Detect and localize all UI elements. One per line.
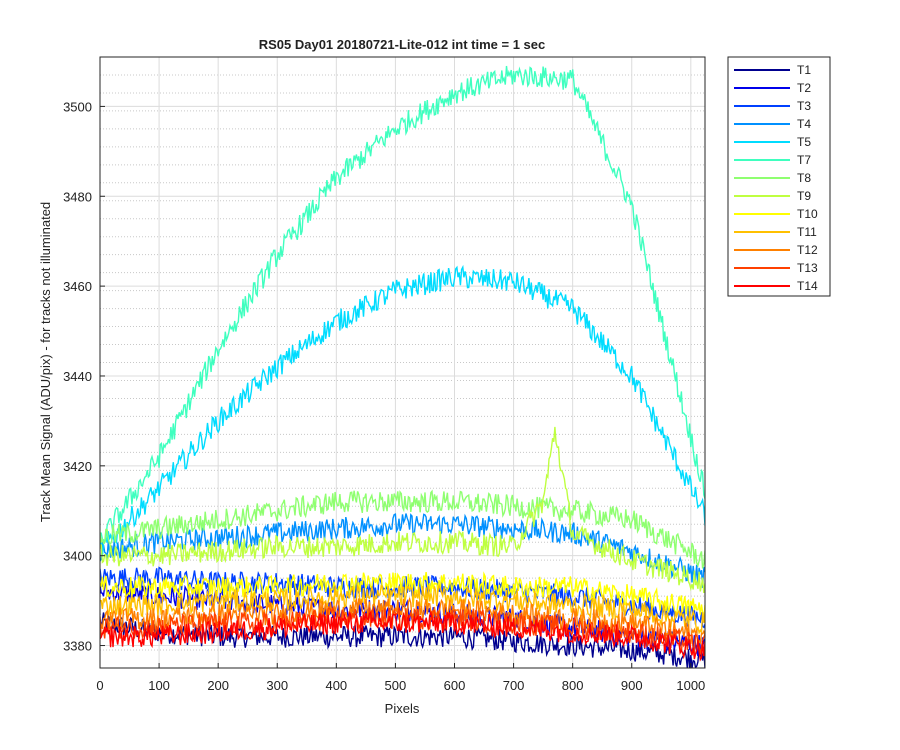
series-line-t10 xyxy=(100,571,705,620)
legend-label-t10: T10 xyxy=(797,207,818,221)
y-tick-label: 3460 xyxy=(63,279,92,294)
legend: T1 T2 T3 T4 T5 T7 T8 T9 T10 T11 T12 T13 T14 xyxy=(727,56,831,297)
series-line-t8 xyxy=(100,489,705,569)
x-tick-label: 900 xyxy=(621,678,643,693)
series-layer xyxy=(100,65,705,668)
x-tick-label: 200 xyxy=(207,678,229,693)
chart-title: RS05 Day01 20180721-Lite-012 int time = … xyxy=(259,37,546,52)
legend-label-t9: T9 xyxy=(797,189,811,203)
series-line-t12 xyxy=(100,596,705,647)
x-tick-label: 300 xyxy=(266,678,288,693)
y-tick-label: 3500 xyxy=(63,99,92,114)
x-tick-label: 600 xyxy=(444,678,466,693)
series-line-t11 xyxy=(100,583,705,635)
series-line-t9 xyxy=(100,426,705,593)
legend-label-t14: T14 xyxy=(797,279,818,293)
plot-area-frame xyxy=(99,56,706,669)
series-line-t4 xyxy=(100,513,705,588)
x-axis-label: Pixels xyxy=(385,701,420,716)
x-tick-label: 700 xyxy=(503,678,525,693)
legend-label-t2: T2 xyxy=(797,81,811,95)
series-line-t7 xyxy=(100,65,705,545)
legend-label-t3: T3 xyxy=(797,99,811,113)
x-tick-label: 400 xyxy=(325,678,347,693)
x-tick-label: 1000 xyxy=(676,678,705,693)
legend-label-t12: T12 xyxy=(797,243,818,257)
series-line-t5 xyxy=(100,264,705,557)
y-tick-label: 3440 xyxy=(63,369,92,384)
legend-label-t4: T4 xyxy=(797,117,811,131)
y-tick-label: 3380 xyxy=(63,639,92,654)
y-axis-ticks: 3380 3400 3420 3440 3460 3480 3500 xyxy=(63,99,105,654)
legend-label-t13: T13 xyxy=(797,261,818,275)
legend-label-t5: T5 xyxy=(797,135,811,149)
x-tick-label: 800 xyxy=(562,678,584,693)
legend-label-t1: T1 xyxy=(797,63,811,77)
legend-label-t8: T8 xyxy=(797,171,811,185)
y-tick-label: 3480 xyxy=(63,189,92,204)
series-line-t14 xyxy=(100,609,705,662)
x-tick-label: 0 xyxy=(96,678,103,693)
y-tick-label: 3400 xyxy=(63,549,92,564)
x-axis-ticks: 0 100 200 300 400 500 600 700 800 900 1000 xyxy=(96,663,705,693)
x-tick-label: 500 xyxy=(385,678,407,693)
y-axis-label: Track Mean Signal (ADU/pix) - for tracks… xyxy=(38,202,53,522)
legend-label-t7: T7 xyxy=(797,153,811,167)
x-tick-label: 100 xyxy=(148,678,170,693)
legend-label-t11: T11 xyxy=(797,225,817,239)
y-tick-label: 3420 xyxy=(63,459,92,474)
legend-box xyxy=(727,56,831,297)
